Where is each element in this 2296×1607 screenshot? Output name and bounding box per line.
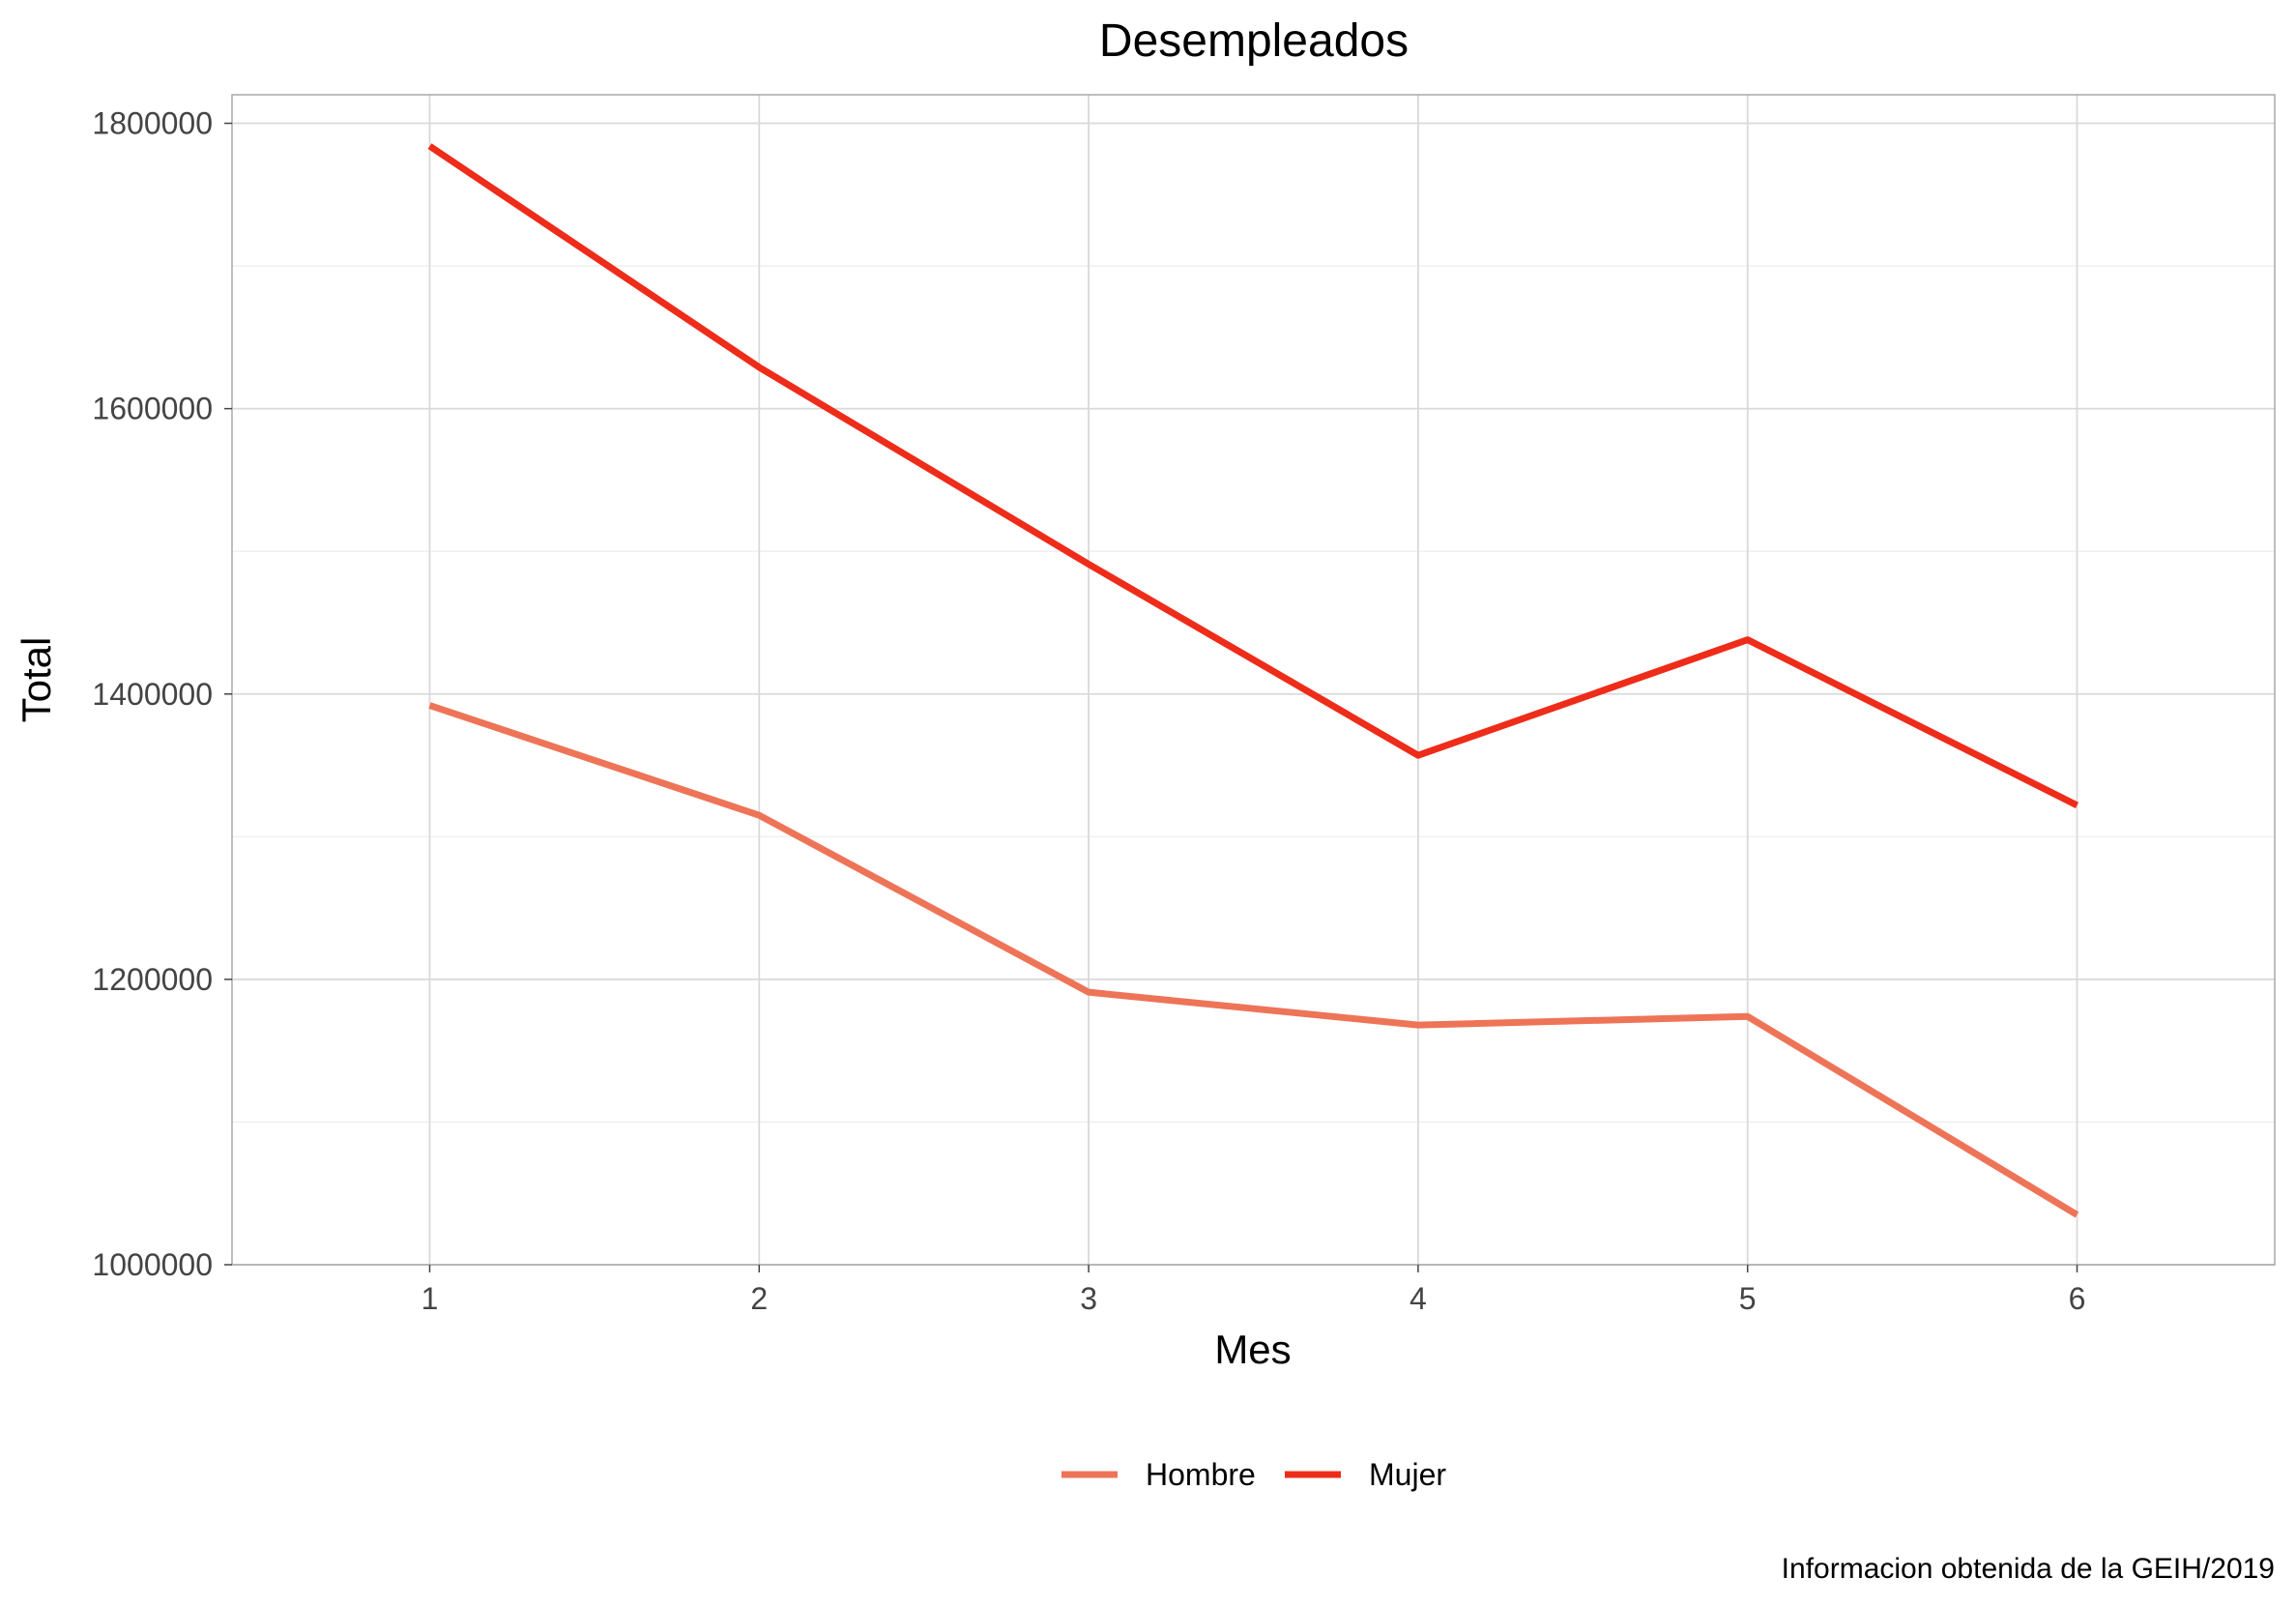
series-line-mujer	[427, 143, 2079, 808]
y-axis-title: Total	[14, 637, 59, 723]
y-tick-label: 1200000	[92, 962, 213, 997]
y-tick-label: 1000000	[92, 1247, 213, 1282]
legend-label: Mujer	[1369, 1457, 1446, 1492]
legend-label: Hombre	[1146, 1457, 1256, 1492]
x-axis-title: Mes	[1214, 1327, 1291, 1372]
x-tick-labels: 1 2 3 4 5 6	[421, 1265, 2086, 1316]
x-tick-label: 4	[1410, 1281, 1427, 1316]
x-tick-label: 1	[421, 1281, 439, 1316]
legend: Hombre Mujer	[1061, 1457, 1446, 1492]
series-layer	[427, 143, 2079, 1218]
y-tick-label: 1400000	[92, 677, 213, 712]
x-tick-label: 3	[1080, 1281, 1097, 1316]
y-tick-label: 1600000	[92, 392, 213, 426]
legend-item-mujer: Mujer	[1285, 1457, 1446, 1492]
caption: Informacion obtenida de la GEIH/2019	[1782, 1553, 2275, 1585]
legend-item-hombre: Hombre	[1061, 1457, 1256, 1492]
plot-panel-border	[231, 94, 2276, 1266]
x-tick-label: 2	[750, 1281, 768, 1316]
chart-title: Desempleados	[1099, 15, 1409, 67]
series-line-hombre	[428, 702, 2079, 1218]
y-tick-labels: 1000000 1200000 1400000 1600000 1800000	[92, 106, 232, 1282]
y-tick-label: 1800000	[92, 106, 213, 141]
x-tick-label: 5	[1739, 1281, 1757, 1316]
x-tick-label: 6	[2069, 1281, 2086, 1316]
grid	[232, 95, 2275, 1266]
